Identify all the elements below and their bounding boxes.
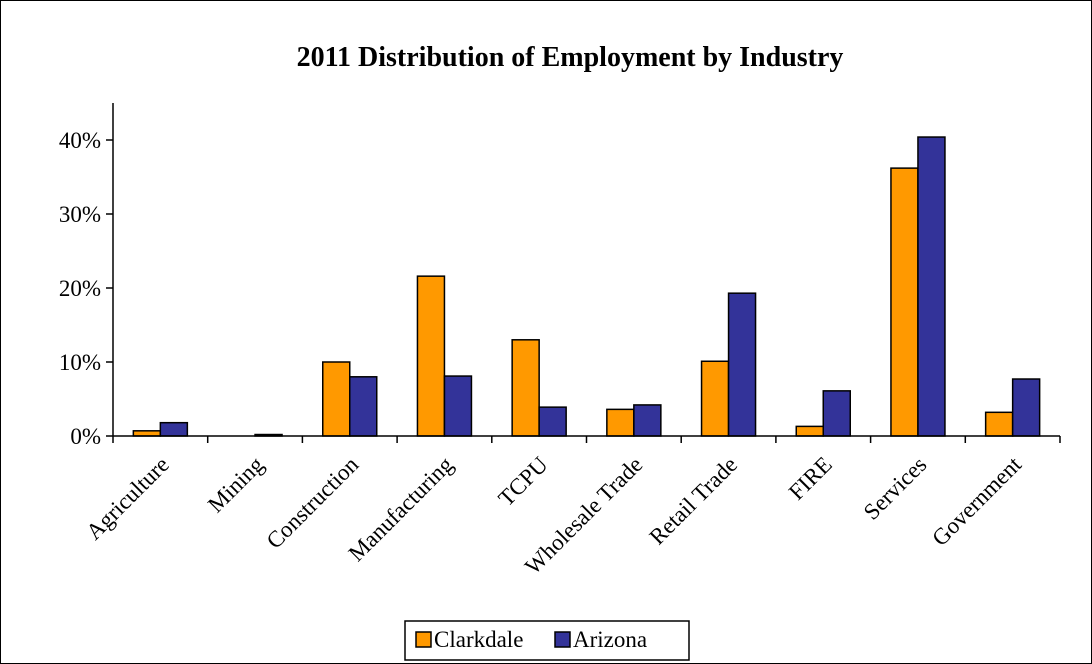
x-tick-label: Construction — [262, 452, 364, 554]
x-tick-label: TCPU — [493, 452, 553, 512]
bar-arizona-services — [917, 136, 946, 437]
bar-arizona-retail-trade — [727, 292, 757, 437]
bar-clarkdale-government — [984, 411, 1014, 437]
x-tick-label: Retail Trade — [644, 452, 742, 550]
legend-swatch-clarkdale — [415, 631, 432, 648]
plot-area: 0% 10% 20% 30% 40% Agriculture MiningConstruct… — [59, 103, 1061, 579]
y-tick-label: 30% — [59, 202, 101, 227]
y-tick-label: 40% — [59, 128, 101, 153]
x-tick-label: FIRE — [784, 452, 837, 505]
x-tick-label: Mining — [203, 452, 269, 518]
y-tick-label: 0% — [70, 424, 101, 449]
bar-arizona-wholesale-trade — [633, 404, 662, 437]
bar-clarkdale-manufacturing — [416, 275, 446, 437]
bar-clarkdale-fire — [795, 425, 824, 437]
legend-box — [404, 620, 690, 661]
bar-clarkdale-agriculture — [132, 430, 162, 437]
legend-label-arizona: Arizona — [573, 627, 647, 652]
y-tick-label: 10% — [59, 350, 101, 375]
bar-arizona-manufacturing — [443, 375, 473, 437]
chart-title: 2011 Distribution of Employment by Indus… — [297, 42, 844, 73]
legend-label-clarkdale: Clarkdale — [434, 627, 523, 652]
x-tick-label: Government — [927, 451, 1026, 550]
bar-arizona-fire — [822, 390, 851, 437]
bar-clarkdale-wholesale-trade — [606, 408, 635, 437]
legend: Clarkdale Arizona — [404, 620, 690, 661]
legend-swatch-arizona — [554, 631, 571, 648]
bar-clarkdale-construction — [322, 361, 351, 437]
bar-arizona-agriculture — [159, 421, 189, 437]
bar-arizona-government — [1011, 378, 1041, 437]
x-tick-label: Agriculture — [81, 452, 174, 545]
bar-clarkdale-retail-trade — [700, 360, 730, 437]
bar-clarkdale-services — [890, 167, 919, 437]
bar-clarkdale-tcpu — [511, 339, 540, 437]
x-tick-label: Services — [859, 452, 932, 525]
y-tick-label: 20% — [59, 276, 101, 301]
bar-arizona-construction — [349, 376, 378, 437]
bar-arizona-tcpu — [538, 406, 567, 437]
